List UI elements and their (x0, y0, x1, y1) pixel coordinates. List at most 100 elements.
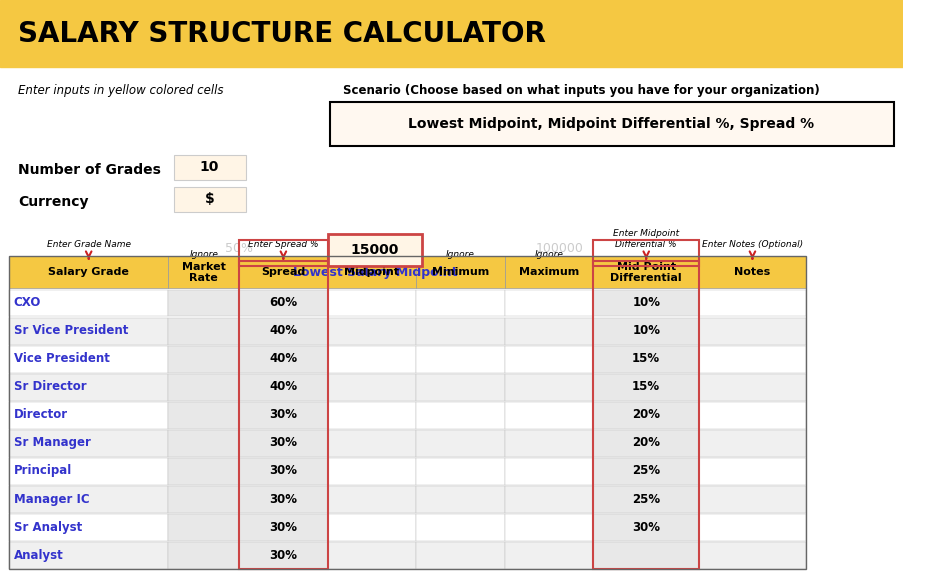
Bar (504, 458, 593, 485)
Text: $: $ (205, 192, 214, 207)
FancyBboxPatch shape (174, 187, 246, 212)
Text: 15%: 15% (632, 352, 660, 365)
Bar (328, 430, 416, 457)
Bar (504, 374, 593, 401)
Text: Lowest Salary Midpoint: Lowest Salary Midpoint (293, 266, 457, 278)
FancyBboxPatch shape (328, 234, 422, 266)
Bar (240, 290, 328, 316)
Bar (699, 542, 805, 569)
Text: Ignore: Ignore (534, 250, 563, 259)
Text: Enter inputs in yellow colored cells: Enter inputs in yellow colored cells (18, 84, 224, 97)
Bar (593, 240, 699, 266)
Bar (328, 486, 416, 513)
Bar (416, 290, 504, 316)
Text: Principal: Principal (14, 464, 72, 477)
Text: Enter Grade Name: Enter Grade Name (47, 240, 130, 249)
Bar (240, 514, 328, 541)
Text: 10: 10 (199, 160, 219, 174)
Bar (169, 290, 240, 316)
Text: Lowest Midpoint, Midpoint Differential %, Spread %: Lowest Midpoint, Midpoint Differential %… (408, 117, 815, 131)
Bar (9, 486, 169, 513)
Bar (169, 346, 240, 373)
Bar (699, 458, 805, 485)
Bar (9, 542, 169, 569)
Bar (9, 402, 169, 429)
Text: 40%: 40% (269, 324, 297, 337)
Bar (699, 430, 805, 457)
Text: Market
Rate: Market Rate (182, 261, 226, 283)
Bar (593, 256, 699, 288)
Bar (240, 261, 328, 569)
Bar (169, 430, 240, 457)
Bar (328, 374, 416, 401)
Bar (593, 290, 699, 316)
Text: 100000: 100000 (536, 242, 583, 255)
Bar (699, 318, 805, 345)
Text: Ignore: Ignore (358, 250, 387, 259)
Text: Midpoint: Midpoint (345, 267, 400, 277)
Bar (240, 346, 328, 373)
Text: Currency: Currency (18, 195, 89, 209)
Text: 15%: 15% (632, 380, 660, 393)
Bar (416, 486, 504, 513)
FancyBboxPatch shape (330, 102, 894, 146)
Bar (240, 318, 328, 345)
Text: 15000: 15000 (350, 243, 399, 257)
Bar (240, 542, 328, 569)
Bar (699, 256, 805, 288)
Text: 10%: 10% (632, 296, 660, 309)
Text: Enter Midpoint
Differential %: Enter Midpoint Differential % (613, 229, 679, 249)
Bar (9, 290, 169, 316)
Bar (240, 486, 328, 513)
Text: 10%: 10% (632, 324, 660, 337)
Text: Mid Point
Differential: Mid Point Differential (610, 261, 682, 283)
Bar (593, 402, 699, 429)
Bar (9, 514, 169, 541)
Text: Manager IC: Manager IC (14, 493, 89, 505)
Bar (416, 346, 504, 373)
Text: 25%: 25% (632, 493, 660, 505)
Text: Number of Grades: Number of Grades (18, 163, 161, 177)
Text: Sr Manager: Sr Manager (14, 436, 90, 449)
Text: 40%: 40% (269, 352, 297, 365)
Text: Enter Notes (Optional): Enter Notes (Optional) (702, 240, 803, 249)
Text: Scenario (Choose based on what inputs you have for your organization): Scenario (Choose based on what inputs yo… (343, 84, 820, 97)
Bar (240, 402, 328, 429)
Bar (416, 318, 504, 345)
Bar (416, 514, 504, 541)
Text: Sr Director: Sr Director (14, 380, 86, 393)
Text: Director: Director (14, 408, 68, 421)
Bar (416, 374, 504, 401)
Bar (593, 346, 699, 373)
Text: 30%: 30% (632, 521, 660, 534)
Bar (504, 542, 593, 569)
Bar (504, 318, 593, 345)
Bar (416, 542, 504, 569)
Bar (328, 256, 416, 288)
Bar (240, 256, 328, 288)
Bar (593, 430, 699, 457)
Text: 30%: 30% (269, 436, 297, 449)
Bar (504, 514, 593, 541)
Bar (416, 402, 504, 429)
Text: 60%: 60% (269, 296, 297, 309)
Text: 30%: 30% (269, 464, 297, 477)
Text: SALARY STRUCTURE CALCULATOR: SALARY STRUCTURE CALCULATOR (18, 20, 546, 47)
Bar (699, 374, 805, 401)
Bar (593, 542, 699, 569)
Bar (169, 486, 240, 513)
Text: 30%: 30% (269, 549, 297, 562)
Bar (0, 0, 903, 67)
Bar (169, 256, 240, 288)
Text: 30%: 30% (269, 493, 297, 505)
Bar (416, 256, 504, 288)
Bar (240, 374, 328, 401)
Bar (504, 346, 593, 373)
Text: 40%: 40% (269, 380, 297, 393)
Bar (504, 486, 593, 513)
Bar (169, 374, 240, 401)
Bar (240, 240, 328, 266)
Bar (169, 458, 240, 485)
Bar (328, 402, 416, 429)
Bar (169, 402, 240, 429)
